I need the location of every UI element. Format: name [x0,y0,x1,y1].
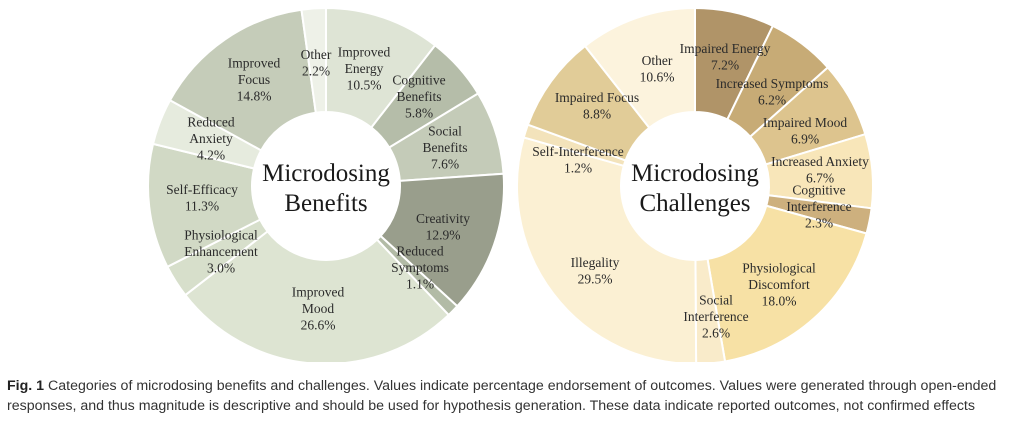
challenges-donut-chart: Impaired Energy 7.2%Increased Symptoms 6.2… [516,6,874,362]
donut-charts: Improved Energy 10.5% Cognitive Benefits 5.8%… [147,6,874,362]
challenges-slice-illegality [516,136,698,362]
benefits-center-title: Microdosing Benefits [262,160,390,217]
figure-caption: Fig. 1 Categories of microdosing benefit… [7,377,1017,416]
challenges-label-impaired-energy: Impaired Energy 7.2% [680,41,771,73]
challenges-label-increased-symptoms: Increased Symptoms 6.2% [716,76,829,108]
challenges-label-impaired-mood: Impaired Mood 6.9% [763,115,848,147]
challenges-label-social-interference: Social Interference 2.6% [683,293,748,341]
benefits-label-reduced-symptoms: Reduced Symptoms 1.1% [391,244,449,292]
benefits-donut-chart: Improved Energy 10.5% Cognitive Benefits 5.8%… [147,6,505,362]
benefits-label-physiological-enhancement: Physiological Enhancement 3.0% [184,228,258,276]
benefits-label-reduced-anxiety: Reduced Anxiety 4.2% [187,115,234,163]
challenges-label-self-interference: Self-Interference 1.2% [532,144,623,176]
benefits-slice-other [300,6,327,114]
benefits-label-cognitive-benefits: Cognitive Benefits 5.8% [392,73,445,121]
benefits-label-social-benefits: Social Benefits 7.6% [423,124,468,172]
benefits-slice-improved-mood [183,229,451,362]
challenges-center-title: Microdosing Challenges [631,160,759,217]
benefits-label-improved-focus: Improved Focus 14.8% [228,56,281,104]
benefits-label-creativity: Creativity 12.9% [416,211,470,243]
figure: Improved Energy 10.5% Cognitive Benefits 5.8%… [147,6,874,362]
figure-label: Fig. 1 [7,378,45,394]
challenges-label-impaired-focus: Impaired Focus 8.8% [555,90,639,122]
challenges-slice-other [583,6,696,130]
benefits-label-improved-energy: Improved Energy 10.5% [338,45,391,93]
challenges-label-cognitive-interference: Cognitive Interference 2.3% [786,183,851,231]
challenges-label-other: Other 10.6% [640,53,675,85]
challenges-label-illegality: Illegality 29.5% [571,255,620,287]
challenges-label-increased-anxiety: Increased Anxiety 6.7% [771,154,869,186]
challenges-slice-physiological-discomfort [706,204,868,362]
benefits-label-improved-mood: Improved Mood 26.6% [292,285,345,333]
benefits-slice-improved-focus [168,8,317,152]
benefits-label-self-efficacy: Self-Efficacy 11.3% [166,182,238,214]
benefits-label-other: Other 2.2% [301,47,332,79]
caption-text: Categories of microdosing benefits and c… [7,378,997,414]
challenges-label-physiological-discomfort: Physiological Discomfort 18.0% [742,261,816,309]
